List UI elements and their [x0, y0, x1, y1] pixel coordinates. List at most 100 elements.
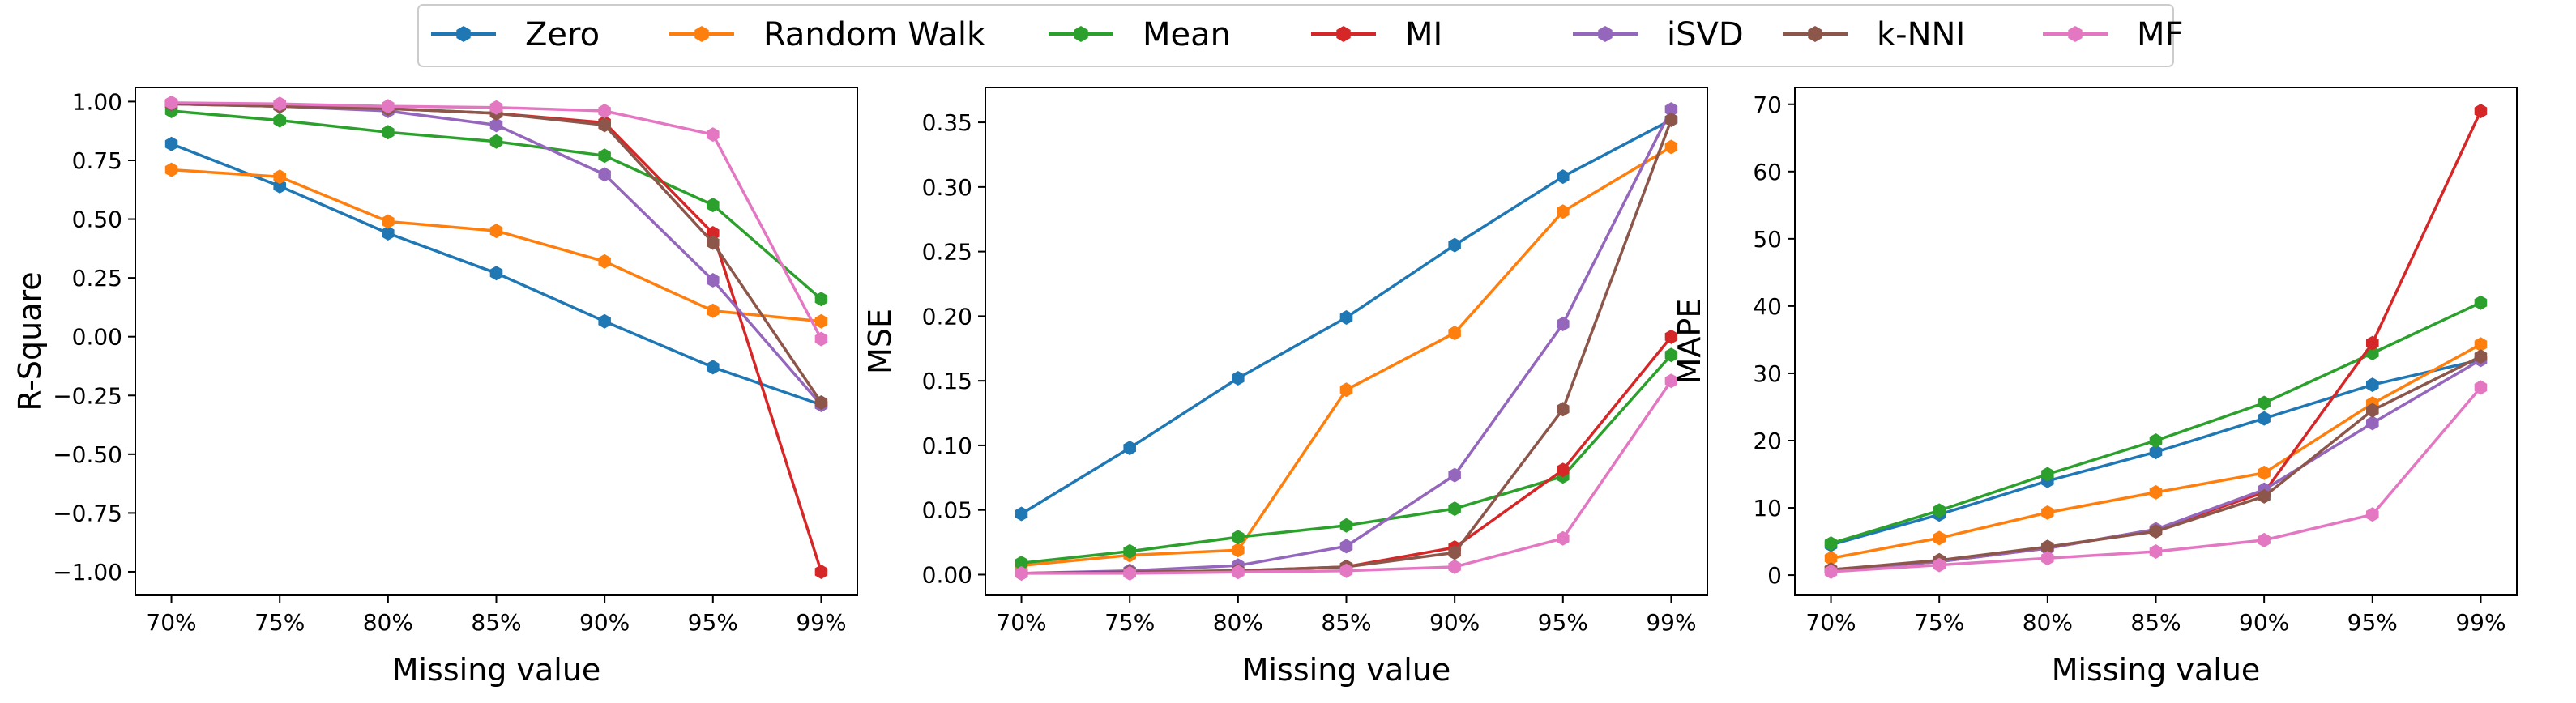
data-point: [2366, 335, 2379, 351]
x-tick-label: 75%: [1104, 609, 1155, 636]
data-point: [1339, 539, 1353, 554]
data-point: [1339, 310, 1353, 325]
x-tick-label: 75%: [1914, 609, 1964, 636]
legend-label: Zero: [525, 16, 600, 53]
data-point: [1339, 518, 1353, 533]
series-line: [1021, 119, 1673, 575]
data-point: [273, 178, 286, 194]
data-point: [1557, 530, 1570, 546]
data-point: [814, 292, 828, 307]
data-point: [707, 360, 720, 375]
series-line: [171, 102, 823, 573]
data-point: [273, 113, 286, 128]
legend-marker: [1074, 26, 1088, 42]
x-tick-label: 80%: [363, 609, 413, 636]
data-point: [1232, 565, 1245, 580]
y-tick-label: 0.35: [922, 109, 972, 136]
data-point: [1015, 565, 1028, 581]
x-tick-label: 99%: [1646, 609, 1696, 636]
data-point: [814, 395, 828, 410]
data-point: [2258, 411, 2271, 426]
data-point: [598, 104, 611, 118]
data-point: [1339, 563, 1353, 578]
chart-panel: 70% 75% 80% 85% 90% 95% 99% 0 10 20 30 40 50 60 70 Miss…: [1672, 87, 2518, 688]
legend-label: Random Walk: [763, 16, 986, 53]
data-point: [814, 565, 828, 579]
legend-marker: [2068, 26, 2083, 42]
data-point: [598, 254, 611, 269]
data-point: [382, 99, 395, 114]
legend: Zero Random Walk Mean MI iSVD k-NNI MF: [417, 4, 2184, 67]
x-tick-label: 99%: [796, 609, 846, 636]
x-tick-label: 85%: [471, 609, 521, 636]
data-point: [1664, 139, 1678, 155]
data-point: [2149, 524, 2163, 539]
data-point: [1448, 501, 1461, 517]
y-tick-label: 30: [1753, 360, 1782, 387]
data-point: [598, 148, 611, 164]
series-mean: [1824, 295, 2488, 552]
data-point: [1232, 371, 1245, 386]
data-point: [2366, 403, 2379, 418]
x-tick-label: 75%: [254, 609, 305, 636]
y-tick-label: 0.00: [72, 324, 122, 351]
legend-label: k-NNI: [1877, 16, 1965, 53]
legend-marker: [1336, 26, 1351, 42]
y-tick-label: 60: [1753, 159, 1782, 185]
data-point: [1664, 329, 1678, 344]
x-tick-label: 70%: [996, 609, 1046, 636]
y-tick-label: 0.00: [922, 561, 972, 588]
x-tick-label: 80%: [2023, 609, 2073, 636]
y-tick-label: 10: [1753, 495, 1782, 522]
data-point: [1123, 543, 1136, 559]
plot-area: [135, 87, 858, 596]
data-point: [2149, 484, 2163, 500]
legend-entry: k-NNI: [1783, 16, 1965, 53]
legend-entry: MF: [2043, 16, 2184, 53]
data-point: [1824, 564, 1838, 579]
x-tick-label: 90%: [579, 609, 630, 636]
data-point: [2149, 445, 2163, 460]
y-tick-label: −0.75: [53, 500, 122, 526]
chart-panel: 70% 75% 80% 85% 90% 95% 99% 1.00 0.75 0.50 0.25 0.0…: [12, 87, 858, 688]
data-point: [2474, 337, 2488, 352]
data-point: [707, 127, 720, 143]
x-axis-label: Missing value: [392, 652, 601, 688]
y-tick-label: 0.10: [922, 432, 972, 459]
legend-marker: [1808, 26, 1822, 42]
data-point: [1557, 402, 1570, 417]
data-point: [707, 226, 720, 241]
x-axis-label: Missing value: [1242, 652, 1451, 688]
data-point: [489, 134, 503, 149]
data-point: [489, 266, 503, 281]
y-tick-label: 0.75: [72, 147, 122, 174]
data-point: [814, 313, 828, 329]
data-point: [1664, 102, 1678, 117]
legend-frame: [417, 4, 2174, 67]
y-tick-label: 1.00: [72, 88, 122, 115]
data-point: [2258, 532, 2271, 547]
data-point: [2474, 349, 2488, 364]
series-mf: [1824, 380, 2488, 579]
data-point: [707, 198, 720, 213]
series-mi: [164, 96, 828, 579]
data-point: [2474, 104, 2488, 119]
series-zero: [1015, 112, 1678, 522]
data-point: [2258, 465, 2271, 480]
data-point: [1015, 556, 1028, 571]
data-point: [2041, 551, 2054, 566]
data-point: [598, 313, 611, 329]
x-tick-label: 85%: [1321, 609, 1371, 636]
x-tick-label: 70%: [1805, 609, 1856, 636]
series-k-nni: [1015, 112, 1678, 581]
data-point: [2474, 380, 2488, 395]
data-point: [2366, 415, 2379, 431]
series-isvd: [1824, 352, 2488, 577]
data-point: [164, 162, 178, 177]
x-tick-label: 99%: [2455, 609, 2506, 636]
chart-panels: 70% 75% 80% 85% 90% 95% 99% 1.00 0.75 0.50 0.25 0.0…: [12, 87, 2518, 688]
data-point: [382, 214, 395, 229]
series-mi: [1824, 104, 2488, 577]
plot-area: [1794, 87, 2518, 596]
data-point: [2474, 295, 2488, 310]
